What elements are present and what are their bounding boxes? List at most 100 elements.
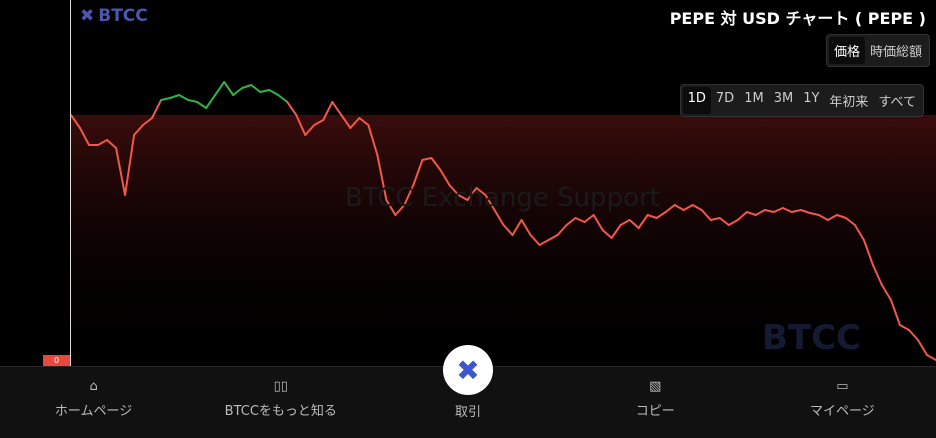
nav-mypage[interactable]: ▭ マイページ (810, 379, 875, 419)
price-line-segment (493, 209, 505, 226)
watermark-logo: BTCC (762, 318, 862, 358)
price-line-segment (313, 119, 325, 126)
price-line-segment (925, 354, 936, 361)
price-line-segment (502, 224, 514, 236)
price-line-segment (727, 219, 739, 226)
price-line-segment (628, 219, 640, 229)
price-line-segment (259, 89, 271, 93)
tab-market-cap[interactable]: 時価総額 (869, 45, 922, 60)
price-line-segment (547, 234, 559, 241)
price-line-segment (907, 329, 919, 341)
price-line-segment (889, 299, 901, 326)
price-line-segment (241, 84, 253, 89)
btcc-logo-icon: ✖ (456, 353, 480, 387)
price-chart (70, 81, 936, 366)
tab-all[interactable]: すべて (878, 95, 916, 110)
price-line-segment (340, 114, 352, 129)
price-line-segment (880, 284, 892, 301)
price-line-segment (475, 187, 487, 196)
tab-ytd[interactable]: 年初来 (829, 95, 869, 110)
price-line-segment (520, 219, 532, 236)
price-line-segment (412, 159, 424, 186)
price-line-segment (484, 194, 496, 211)
price-line-segment (574, 217, 586, 223)
price-line-segment (439, 169, 451, 186)
brand-logo: ✖ BTCC (80, 6, 148, 26)
price-line-segment (142, 117, 154, 126)
price-line-segment (655, 211, 667, 219)
price-line-segment (106, 139, 118, 149)
tab-1d[interactable]: 1D (682, 87, 711, 114)
price-line-segment (763, 209, 775, 213)
price-line-segment (700, 209, 712, 221)
nav-home[interactable]: ⌂ ホームページ (54, 379, 133, 419)
price-line-segment (367, 124, 379, 156)
tab-1m[interactable]: 1M (744, 91, 764, 106)
price-line-segment (331, 101, 343, 116)
nav-copy[interactable]: ▧ コピー (635, 379, 675, 419)
price-line-segment (97, 139, 109, 146)
price-line-segment (196, 101, 208, 109)
price-line-segment (556, 224, 568, 236)
price-line-segment (349, 117, 361, 129)
price-line-segment (250, 84, 262, 93)
price-line-segment (394, 204, 406, 216)
price-line-segment (187, 99, 199, 103)
price-line-segment (511, 219, 523, 236)
price-line-segment (232, 87, 244, 96)
price-line-segment (286, 101, 298, 116)
price-line-segment (223, 81, 235, 96)
price-line-segment (151, 99, 163, 119)
price-line-segment (205, 94, 217, 109)
price-line-segment (214, 81, 226, 96)
price-line-segment (736, 211, 748, 221)
wallet-icon: ▭ (836, 379, 849, 394)
bars-icon: ▯▯ (273, 379, 288, 394)
price-line-segment (754, 209, 766, 216)
price-line-segment (916, 339, 928, 356)
price-line-segment (295, 114, 307, 136)
down-area (71, 115, 936, 366)
copy-chart-icon: ▧ (649, 379, 662, 394)
price-line-segment (718, 217, 730, 226)
nav-about[interactable]: ▯▯ BTCCをもっと知る (224, 379, 337, 419)
price-line-segment (133, 124, 145, 136)
price-line-segment (268, 89, 280, 96)
nav-trade[interactable]: 取引 (455, 405, 482, 420)
price-line-segment (691, 204, 703, 211)
page-title: PEPE 対 USD チャート ( PEPE ) (669, 9, 926, 28)
price-line-segment (430, 157, 442, 171)
price-line-segment (529, 234, 541, 246)
tab-3m[interactable]: 3M (773, 91, 794, 106)
price-line-segment (646, 214, 658, 219)
price-line-segment (466, 187, 478, 201)
home-icon: ⌂ (89, 379, 98, 394)
price-line-segment (601, 229, 613, 239)
price-line-segment (826, 214, 838, 221)
price-line-segment (322, 101, 334, 121)
tab-7d[interactable]: 7D (715, 91, 735, 106)
price-line-segment (835, 214, 847, 219)
price-line-segment (637, 214, 649, 229)
price-line-segment (844, 217, 856, 226)
price-line-segment (169, 94, 181, 99)
btcc-logo-icon: ✖ (80, 6, 95, 26)
price-line-segment (448, 184, 460, 196)
price-line-segment (619, 219, 631, 226)
price-line-segment (70, 114, 82, 129)
tab-1y[interactable]: 1Y (803, 91, 820, 106)
price-line-segment (79, 127, 91, 146)
price-line-segment (772, 207, 784, 213)
price-marker: 0 (43, 355, 70, 366)
trade-button[interactable]: ✖ (443, 345, 493, 395)
price-line-segment (358, 117, 370, 126)
price-line-segment (538, 239, 550, 246)
watermark: BTCC Exchange Support (345, 183, 660, 213)
tab-price[interactable]: 価格 (828, 37, 865, 64)
price-line-segment (160, 97, 172, 101)
price-line-segment (583, 214, 595, 223)
price-line-segment (709, 217, 721, 221)
crosshair-line (70, 0, 71, 366)
price-line-segment (592, 214, 604, 231)
price-line-segment (808, 212, 820, 216)
